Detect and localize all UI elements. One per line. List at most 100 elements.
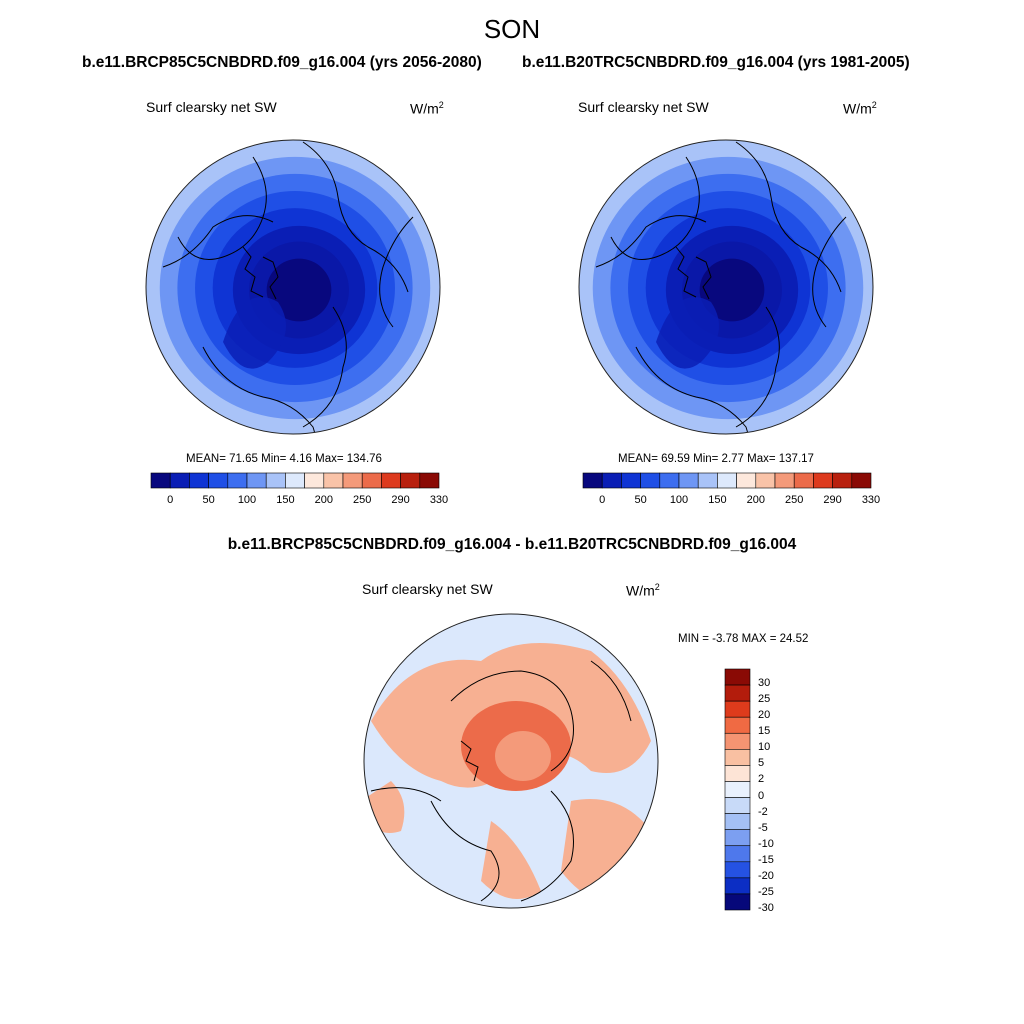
season-title: SON xyxy=(483,14,541,44)
diff-colorbar-cell xyxy=(724,845,751,863)
right-coastline xyxy=(675,246,697,298)
right-coastline xyxy=(812,216,847,328)
diff-colorbar-cell xyxy=(724,829,751,847)
left-colorbar-tick-label: 150 xyxy=(276,494,295,506)
diff-colorbar-cell xyxy=(724,797,751,814)
diff-colorbar-tick-label: -20 xyxy=(758,869,774,882)
left-greenland-shade xyxy=(223,297,286,369)
left-colorbar-cell xyxy=(285,472,305,489)
right-coastline xyxy=(735,141,842,293)
left-colorbar-cell xyxy=(400,472,421,489)
left-coastline xyxy=(242,246,264,298)
left-coastline xyxy=(202,346,317,434)
diff-colorbar-cell xyxy=(724,893,751,911)
diff-coastline xyxy=(430,800,500,902)
left-colorbar-cell xyxy=(265,472,286,489)
diff-colorbar-tick-label: 25 xyxy=(758,693,771,706)
diff-colorbar-tick-label: -10 xyxy=(758,837,774,850)
right-colorbar-cell xyxy=(774,472,795,489)
left-colorbar-cell xyxy=(419,472,440,489)
left-band-175 xyxy=(266,258,332,322)
right-colorbar-cell xyxy=(697,472,718,489)
diff-colorbar-tick-label: -30 xyxy=(758,902,774,914)
left-colorbar-cell xyxy=(381,472,401,489)
left-coastline xyxy=(302,306,347,428)
right-colorbar-cell xyxy=(832,472,853,489)
right-colorbar-tick-label: 50 xyxy=(634,494,647,506)
left-colorbar-cell xyxy=(323,472,344,489)
diff-colorbar-cell xyxy=(724,700,751,718)
right-coastline xyxy=(610,156,700,260)
diff-coastline xyxy=(450,670,574,772)
right-variable-label: Surf clearsky net SW xyxy=(578,99,709,115)
diff-colorbar-cell xyxy=(724,668,751,686)
diff-map-outline xyxy=(363,613,659,909)
left-colorbar-cell xyxy=(246,472,267,489)
right-colorbar-tick-label: 0 xyxy=(599,494,606,506)
left-colorbar-tick-label: 100 xyxy=(237,494,257,506)
right-colorbar-tick-label: 330 xyxy=(861,494,881,506)
right-colorbar-cell xyxy=(659,472,680,489)
left-coastline xyxy=(162,215,274,268)
right-colorbar-cell xyxy=(678,472,699,489)
left-units-label: W/m2 xyxy=(410,100,444,117)
right-colorbar-tick-label: 200 xyxy=(746,494,765,506)
right-colorbar-cell xyxy=(640,472,661,489)
difference-title: b.e11.BRCP85C5CNBDRD.f09_g16.004 - b.e11… xyxy=(227,536,797,553)
diff-colorbar-tick-label: 10 xyxy=(758,741,771,754)
diff-colorbar-cell xyxy=(724,861,751,879)
diff-coastline xyxy=(460,740,479,782)
diff-colorbar-cell xyxy=(724,684,751,702)
diff-colorbar-tick-label: -5 xyxy=(758,821,768,834)
diff-colorbar-cell xyxy=(724,749,751,766)
right-map-outline xyxy=(578,139,874,435)
diff-colorbar-tick-label: -2 xyxy=(758,805,768,818)
right-colorbar-tick-label: 100 xyxy=(669,494,689,506)
right-colorbar-cell xyxy=(582,472,603,489)
right-colorbar-cell xyxy=(601,472,622,489)
diff-colorbar-cell xyxy=(724,813,751,830)
right-colorbar-tick-label: 150 xyxy=(708,494,727,506)
left-colorbar-tick-label: 50 xyxy=(202,494,215,506)
right-coastline xyxy=(695,256,712,300)
difference-polar-map xyxy=(364,614,658,908)
right-band-175 xyxy=(699,258,765,322)
left-colorbar-cell xyxy=(342,472,363,489)
left-coastline xyxy=(262,256,279,300)
diff-colorbar-cell xyxy=(724,877,751,895)
diff-warm-region xyxy=(481,821,541,899)
diff-colorbar-tick-label: 0 xyxy=(758,789,765,802)
diff-arctic-core xyxy=(495,731,551,781)
diff-colorbar-tick-label: 2 xyxy=(758,773,765,786)
right-stats: MEAN= 69.59 Min= 2.77 Max= 137.17 xyxy=(618,453,814,465)
right-colorbar-cell xyxy=(813,472,833,489)
left-colorbar-tick-label: 0 xyxy=(167,494,174,506)
diff-colorbar-tick-label: -15 xyxy=(758,853,774,866)
diff-colorbar-cell xyxy=(724,732,751,750)
right-colorbar xyxy=(582,472,872,489)
left-colorbar-cell xyxy=(208,472,229,489)
right-coastline xyxy=(595,215,707,268)
diff-coastline xyxy=(590,660,632,722)
right-units-label: W/m2 xyxy=(843,100,877,117)
left-colorbar-cell xyxy=(304,472,325,489)
right-colorbar-cell xyxy=(755,472,776,489)
right-polar-map xyxy=(579,140,873,434)
left-colorbar-cell xyxy=(361,472,382,489)
right-colorbar-tick-label: 250 xyxy=(785,494,804,506)
left-colorbar-cell xyxy=(189,472,209,489)
right-greenland-shade xyxy=(656,297,719,369)
right-coastline xyxy=(635,346,750,434)
left-colorbar-tick-label: 330 xyxy=(429,494,449,506)
left-colorbar-tick-label: 250 xyxy=(353,494,372,506)
right-colorbar-cell xyxy=(736,472,757,489)
left-polar-map xyxy=(146,140,440,434)
diff-colorbar-cell xyxy=(724,781,751,798)
diff-colorbar-tick-label: 5 xyxy=(758,757,765,770)
diff-colorbar-cell xyxy=(724,765,751,782)
diff-colorbar-tick-label: 15 xyxy=(758,725,771,738)
diff-colorbar-tick-label: -25 xyxy=(758,885,774,898)
left-colorbar-cell xyxy=(227,472,248,489)
left-colorbar-tick-label: 290 xyxy=(391,494,410,506)
diff-coastline xyxy=(370,787,442,802)
